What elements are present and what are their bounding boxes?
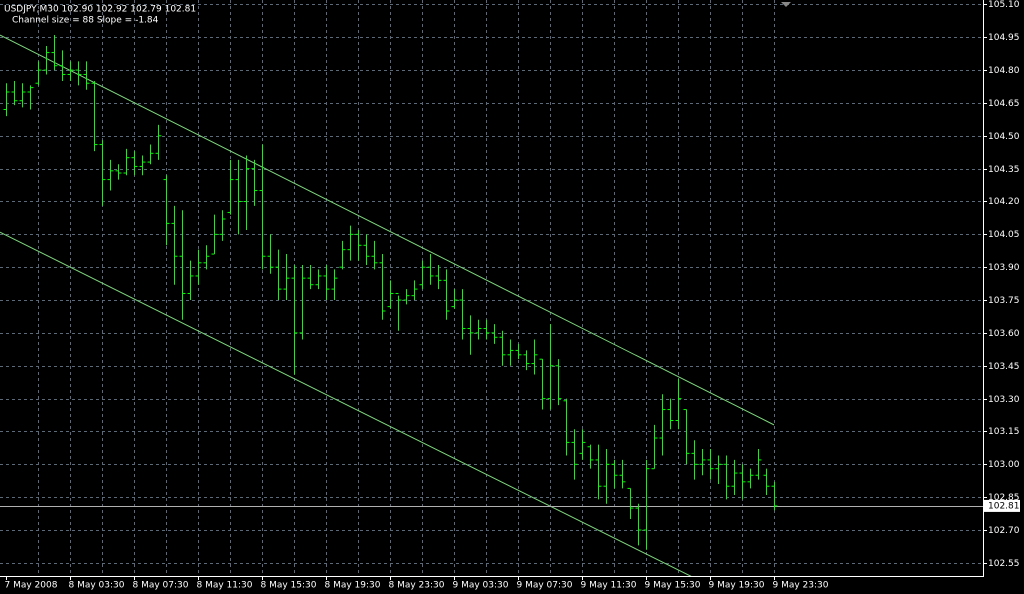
x-tick-label: 8 May 03:30 [69, 581, 125, 591]
plot [0, 34, 983, 576]
x-tick-label: 9 May 19:30 [709, 581, 765, 591]
y-tick-label: 105.10 [988, 0, 1020, 10]
y-tick-label: 102.70 [988, 526, 1020, 536]
y-tick-label: 103.60 [988, 329, 1020, 339]
channel-line [0, 231, 692, 576]
y-tick-label: 104.20 [988, 197, 1020, 207]
channel-line [0, 34, 775, 426]
y-tick-label: 104.35 [988, 165, 1020, 175]
x-tick-label: 9 May 23:30 [773, 581, 829, 591]
x-tick-label: 8 May 23:30 [389, 581, 445, 591]
shift-marker [781, 2, 791, 7]
y-tick-label: 103.90 [988, 263, 1020, 273]
y-tick-label: 104.80 [988, 66, 1020, 76]
x-tick-label: 8 May 11:30 [197, 581, 253, 591]
chart-title: USDJPY,M30 102.90 102.92 102.79 102.81 [4, 5, 196, 15]
x-tick-label: 9 May 03:30 [453, 581, 509, 591]
y-tick-label: 103.30 [988, 395, 1020, 405]
axes: 105.10 104.95 104.80 104.65 104.50 104.35 104.… [5, 0, 1020, 591]
x-tick-label: 9 May 15:30 [645, 581, 701, 591]
y-tick-label: 103.15 [988, 427, 1020, 437]
x-tick-label: 9 May 07:30 [517, 581, 573, 591]
y-tick-label: 103.00 [988, 460, 1020, 470]
y-tick-label: 103.45 [988, 362, 1020, 372]
x-tick-label: 8 May 19:30 [325, 581, 381, 591]
x-tick-label: 8 May 07:30 [133, 581, 189, 591]
y-tick-label: 104.65 [988, 99, 1020, 109]
x-tick-label: 9 May 11:30 [581, 581, 637, 591]
y-tick-label: 104.05 [988, 230, 1020, 240]
y-tick-label: 103.75 [988, 296, 1020, 306]
x-tick-label: 8 May 15:30 [261, 581, 317, 591]
y-tick-label: 102.55 [988, 559, 1020, 569]
y-tick-label: 104.50 [988, 132, 1020, 142]
x-tick-label: 7 May 2008 [5, 581, 58, 591]
y-tick-label: 104.95 [988, 33, 1020, 43]
chart-subtitle: Channel size = 88 Slope = -1.84 [12, 16, 159, 26]
price-label-box [984, 499, 1020, 512]
grid [0, 0, 983, 576]
y-tick-label: 102.85 [988, 493, 1020, 503]
price-label: 102.81 [988, 501, 1020, 511]
